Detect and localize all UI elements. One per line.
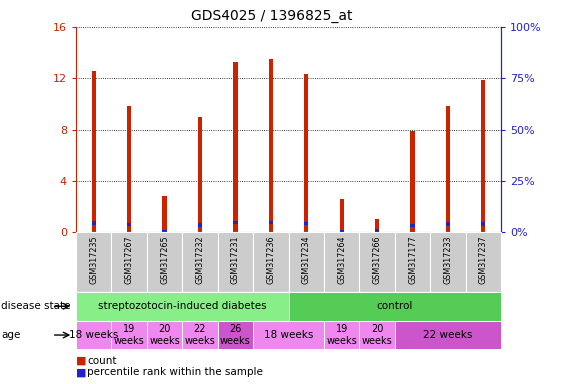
Bar — [92, 71, 96, 232]
Bar — [147, 232, 182, 292]
Text: GSM317264: GSM317264 — [337, 235, 346, 284]
Text: ■: ■ — [76, 367, 87, 377]
Bar — [127, 106, 131, 232]
Text: GSM317267: GSM317267 — [124, 235, 133, 284]
Bar — [446, 222, 450, 226]
Text: 22
weeks: 22 weeks — [185, 324, 216, 346]
Text: GSM317234: GSM317234 — [302, 235, 311, 284]
Bar — [127, 223, 131, 226]
Bar — [410, 224, 414, 227]
Text: count: count — [87, 356, 117, 366]
Bar — [375, 220, 379, 232]
Text: GSM317266: GSM317266 — [373, 235, 382, 284]
Text: 18 weeks: 18 weeks — [264, 330, 313, 340]
Text: 18 weeks: 18 weeks — [69, 330, 118, 340]
Bar — [289, 292, 501, 321]
Text: streptozotocin-induced diabetes: streptozotocin-induced diabetes — [98, 301, 267, 311]
Text: percentile rank within the sample: percentile rank within the sample — [87, 367, 263, 377]
Bar — [324, 321, 359, 349]
Text: 19
weeks: 19 weeks — [327, 324, 357, 346]
Bar — [218, 321, 253, 349]
Bar — [147, 321, 182, 349]
Text: GSM317233: GSM317233 — [444, 235, 453, 284]
Bar — [163, 230, 167, 233]
Text: GSM317177: GSM317177 — [408, 235, 417, 284]
Text: GSM317232: GSM317232 — [195, 235, 204, 284]
Bar — [375, 229, 379, 232]
Text: age: age — [1, 330, 20, 340]
Bar — [339, 199, 344, 232]
Text: 20
weeks: 20 weeks — [361, 324, 392, 346]
Bar — [253, 321, 324, 349]
Bar — [304, 222, 309, 225]
Bar — [359, 232, 395, 292]
Bar — [269, 221, 273, 225]
Bar — [182, 321, 218, 349]
Bar — [92, 222, 96, 225]
Bar — [76, 292, 289, 321]
Bar — [76, 232, 111, 292]
Bar — [269, 59, 273, 232]
Bar — [430, 232, 466, 292]
Bar — [253, 232, 289, 292]
Bar — [481, 222, 485, 225]
Text: 19
weeks: 19 weeks — [114, 324, 145, 346]
Bar — [198, 117, 202, 232]
Text: 20
weeks: 20 weeks — [149, 324, 180, 346]
Text: control: control — [377, 301, 413, 311]
Text: GSM317235: GSM317235 — [89, 235, 98, 284]
Bar — [233, 221, 238, 225]
Bar — [218, 232, 253, 292]
Bar — [111, 232, 147, 292]
Bar — [410, 131, 414, 232]
Bar — [304, 74, 309, 232]
Bar — [198, 223, 202, 227]
Bar — [466, 232, 501, 292]
Text: GSM317237: GSM317237 — [479, 235, 488, 284]
Text: 22 weeks: 22 weeks — [423, 330, 472, 340]
Bar — [324, 232, 359, 292]
Bar — [359, 321, 395, 349]
Text: GSM317236: GSM317236 — [266, 235, 275, 284]
Text: disease state: disease state — [1, 301, 70, 311]
Text: ■: ■ — [76, 356, 87, 366]
Text: GSM317265: GSM317265 — [160, 235, 169, 284]
Bar — [111, 321, 147, 349]
Bar — [182, 232, 218, 292]
Bar — [446, 106, 450, 232]
Bar — [339, 230, 344, 233]
Bar — [395, 321, 501, 349]
Bar — [76, 321, 111, 349]
Bar — [163, 196, 167, 232]
Bar — [233, 61, 238, 232]
Bar — [289, 232, 324, 292]
Bar — [481, 79, 485, 232]
Text: GSM317231: GSM317231 — [231, 235, 240, 284]
Bar — [395, 232, 430, 292]
Text: 26
weeks: 26 weeks — [220, 324, 251, 346]
Title: GDS4025 / 1396825_at: GDS4025 / 1396825_at — [191, 9, 352, 23]
